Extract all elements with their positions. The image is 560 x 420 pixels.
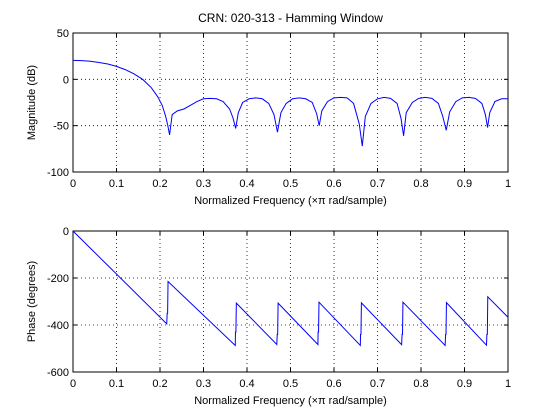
magnitude-y-tick-label: 0 <box>63 74 69 86</box>
magnitude-y-axis-label: Magnitude (dB) <box>26 65 38 140</box>
magnitude-x-tick-label: 0.3 <box>196 178 211 190</box>
phase-x-tick-label: 0.4 <box>239 378 254 390</box>
magnitude-x-tick-label: 0.9 <box>457 178 472 190</box>
phase-x-tick-label: 0.5 <box>283 378 298 390</box>
phase-x-tick-label: 0 <box>70 378 76 390</box>
magnitude-x-tick-label: 1 <box>505 178 511 190</box>
magnitude-x-tick-label: 0 <box>70 178 76 190</box>
magnitude-x-tick-label: 0.5 <box>283 178 298 190</box>
phase-y-tick-label: 0 <box>63 226 69 238</box>
phase-y-axis-label: Phase (degrees) <box>26 261 38 342</box>
phase-y-tick-label: -600 <box>47 367 69 379</box>
phase-x-tick-label: 0.3 <box>196 378 211 390</box>
magnitude-x-tick-label: 0.2 <box>152 178 167 190</box>
magnitude-x-tick-label: 0.1 <box>109 178 124 190</box>
phase-x-tick-label: 0.8 <box>413 378 428 390</box>
magnitude-y-tick-label: -100 <box>47 167 69 179</box>
phase-axes-frame <box>73 231 508 372</box>
magnitude-y-tick-label: -50 <box>53 121 69 133</box>
phase-y-tick-label: -200 <box>47 273 69 285</box>
phase-x-axis-label: Normalized Frequency (×π rad/sample) <box>194 395 387 407</box>
magnitude-x-axis-label: Normalized Frequency (×π rad/sample) <box>194 195 387 207</box>
phase-y-tick-label: -400 <box>47 320 69 332</box>
phase-x-tick-label: 0.1 <box>109 378 124 390</box>
chart-title: CRN: 020-313 - Hamming Window <box>198 11 383 25</box>
magnitude-x-tick-label: 0.7 <box>370 178 385 190</box>
magnitude-x-tick-label: 0.8 <box>413 178 428 190</box>
phase-x-tick-label: 0.7 <box>370 378 385 390</box>
magnitude-x-tick-label: 0.4 <box>239 178 254 190</box>
phase-x-tick-label: 0.2 <box>152 378 167 390</box>
magnitude-x-tick-label: 0.6 <box>326 178 341 190</box>
phase-x-tick-label: 0.6 <box>326 378 341 390</box>
phase-x-tick-label: 1 <box>505 378 511 390</box>
phase-x-tick-label: 0.9 <box>457 378 472 390</box>
magnitude-y-tick-label: 50 <box>57 28 69 40</box>
